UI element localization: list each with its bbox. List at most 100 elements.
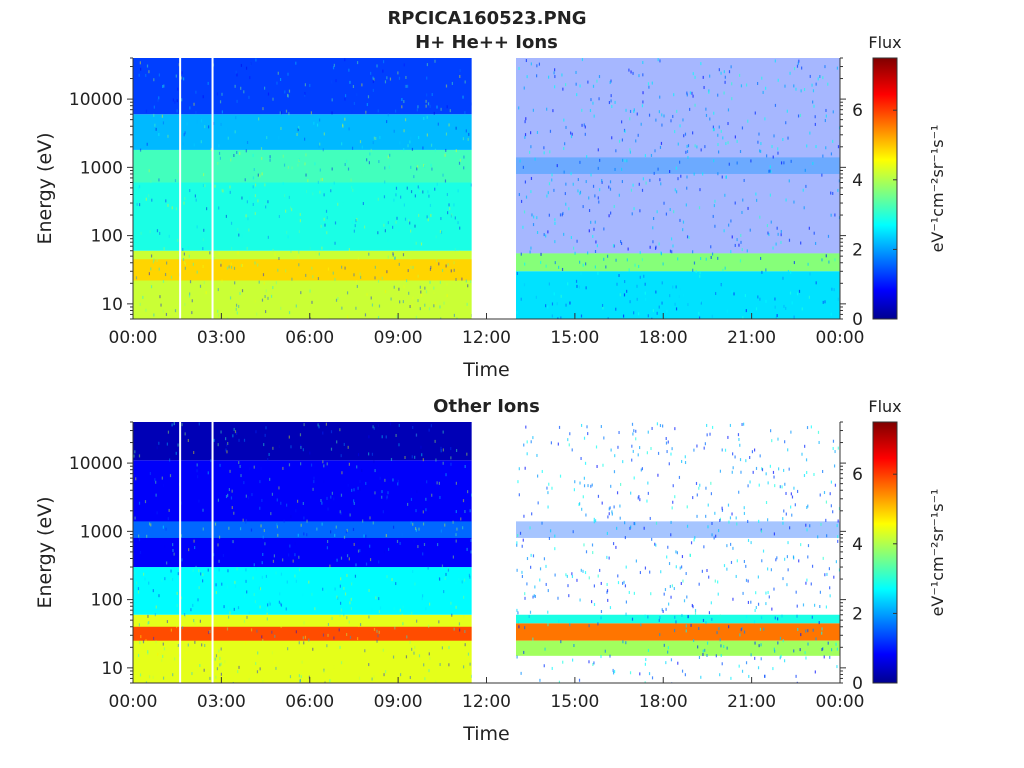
flux-speckle	[326, 462, 328, 466]
flux-speckle	[215, 591, 217, 595]
flux-speckle	[468, 132, 470, 136]
flux-speckle	[671, 447, 673, 451]
flux-speckle	[711, 252, 714, 256]
flux-speckle	[715, 292, 717, 296]
flux-speckle	[462, 95, 464, 99]
flux-speckle	[818, 621, 820, 625]
flux-speckle	[297, 533, 299, 537]
flux-speckle	[793, 261, 795, 265]
flux-speckle	[759, 627, 762, 631]
flux-speckle	[351, 488, 353, 492]
flux-speckle	[346, 528, 348, 532]
flux-speckle	[789, 526, 791, 530]
flux-speckle	[648, 113, 651, 117]
flux-speckle	[230, 158, 232, 162]
flux-speckle	[679, 124, 681, 128]
flux-speckle	[521, 544, 523, 548]
flux-speckle	[150, 523, 152, 527]
flux-speckle	[707, 525, 709, 529]
flux-speckle	[561, 267, 564, 271]
flux-speckle	[739, 443, 741, 447]
flux-speckle	[692, 250, 694, 254]
flux-speckle	[138, 501, 141, 505]
flux-speckle	[747, 206, 749, 210]
flux-speckle	[791, 495, 794, 499]
flux-speckle	[278, 214, 280, 218]
flux-speckle	[540, 260, 542, 264]
flux-speckle	[571, 448, 573, 452]
flux-speckle	[202, 573, 204, 577]
flux-speckle	[229, 190, 231, 194]
flux-speckle	[373, 627, 376, 631]
flux-speckle	[825, 254, 827, 258]
flux-speckle	[675, 285, 677, 289]
flux-speckle	[595, 240, 597, 244]
flux-speckle	[685, 624, 687, 628]
flux-speckle	[167, 517, 169, 521]
flux-speckle	[435, 235, 437, 239]
flux-speckle	[238, 304, 240, 308]
flux-speckle	[175, 451, 177, 455]
flux-speckle	[518, 625, 520, 629]
flux-speckle	[452, 555, 454, 559]
flux-speckle	[676, 551, 678, 555]
flux-speckle	[705, 621, 707, 625]
flux-speckle	[450, 214, 452, 218]
flux-speckle	[459, 74, 461, 78]
flux-speckle	[720, 644, 722, 648]
flux-speckle	[233, 266, 236, 270]
flux-speckle	[767, 231, 769, 235]
flux-speckle	[639, 446, 641, 450]
flux-speckle	[644, 297, 647, 301]
flux-speckle	[409, 221, 411, 225]
flux-speckle	[601, 501, 603, 505]
flux-speckle	[282, 558, 284, 562]
flux-band-3	[133, 460, 472, 568]
flux-speckle	[805, 523, 807, 527]
flux-speckle	[353, 499, 355, 503]
flux-speckle	[773, 647, 775, 651]
flux-speckle	[736, 559, 738, 563]
flux-speckle	[693, 172, 695, 176]
flux-speckle	[822, 154, 824, 158]
flux-speckle	[410, 265, 412, 269]
flux-speckle	[326, 231, 328, 235]
flux-speckle	[243, 481, 245, 485]
flux-speckle	[356, 465, 358, 469]
flux-speckle	[782, 577, 784, 581]
flux-speckle	[607, 598, 609, 602]
flux-speckle	[696, 493, 698, 497]
flux-speckle	[532, 554, 535, 558]
flux-speckle	[639, 275, 641, 279]
flux-speckle	[318, 425, 320, 429]
flux-speckle	[523, 514, 525, 518]
flux-speckle	[171, 423, 173, 427]
flux-speckle	[189, 189, 191, 193]
flux-speckle	[221, 110, 223, 114]
flux-speckle	[279, 78, 282, 82]
flux-speckle	[298, 125, 300, 129]
flux-speckle	[838, 507, 840, 511]
flux-speckle	[553, 292, 555, 296]
flux-speckle	[280, 602, 282, 606]
flux-speckle	[200, 572, 202, 576]
flux-speckle	[384, 166, 386, 170]
flux-speckle	[778, 467, 780, 471]
flux-speckle	[262, 535, 264, 539]
flux-speckle	[786, 109, 788, 113]
flux-speckle	[774, 616, 776, 620]
flux-speckle	[463, 155, 465, 159]
flux-speckle	[804, 651, 806, 655]
flux-speckle	[829, 655, 831, 659]
flux-speckle	[300, 462, 302, 466]
flux-speckle	[319, 142, 321, 146]
flux-speckle	[183, 252, 185, 256]
flux-speckle	[757, 575, 759, 579]
flux-speckle	[322, 633, 325, 637]
flux-speckle	[184, 614, 186, 618]
flux-speckle	[324, 681, 326, 683]
flux-speckle	[525, 195, 528, 199]
flux-speckle	[423, 663, 425, 667]
flux-speckle	[591, 600, 593, 604]
flux-speckle	[291, 166, 293, 170]
